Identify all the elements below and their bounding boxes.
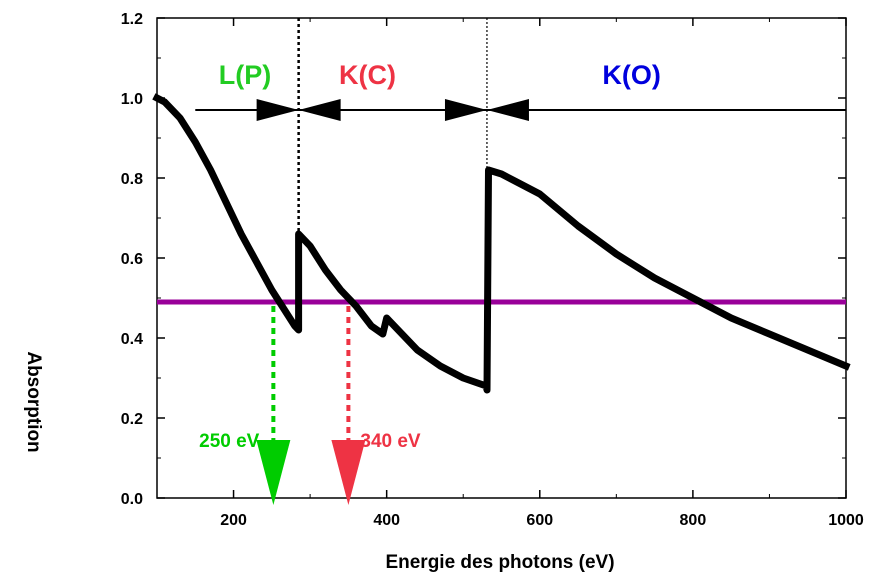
edge-label: L(P) <box>219 60 271 90</box>
y-axis-label: Absorption <box>23 351 44 452</box>
edge-label: K(O) <box>602 60 660 90</box>
range-arrowhead <box>444 99 487 121</box>
x-tick-label: 200 <box>220 512 247 529</box>
axis-ticks: 0.0 0.2 0.4 0.6 0.8 1.0 1.2 200 400 600 800 1000 <box>121 11 864 529</box>
y-tick-label: 0.4 <box>121 331 143 348</box>
range-arrowhead <box>486 99 529 121</box>
range-arrowhead <box>298 99 341 121</box>
marker-arrowhead <box>331 440 366 505</box>
plot-frame <box>156 17 847 499</box>
range-arrowhead <box>256 99 299 121</box>
y-tick-label: 0.2 <box>121 411 143 428</box>
marker-label: 250 eV <box>199 431 260 452</box>
x-tick-label: 400 <box>373 512 400 529</box>
y-tick-label: 1.2 <box>121 11 143 28</box>
x-tick-label: 800 <box>680 512 707 529</box>
y-tick-label: 0.8 <box>121 171 143 188</box>
x-tick-label: 600 <box>526 512 553 529</box>
curve-layer <box>152 93 851 394</box>
y-tick-label: 1.0 <box>121 91 143 108</box>
y-tick-label: 0.0 <box>121 491 143 508</box>
marker-label: 340 eV <box>360 431 421 452</box>
plot-border <box>156 17 847 499</box>
x-axis-label: Energie des photons (eV) <box>385 552 614 573</box>
edge-label: K(C) <box>339 60 396 90</box>
annotations: L(P) K(C) K(O) 250 eV 340 eV <box>157 18 846 505</box>
y-tick-label: 0.6 <box>121 251 143 268</box>
marker-arrowhead <box>256 440 291 505</box>
x-tick-label: 1000 <box>828 512 864 529</box>
absorption-curve <box>152 93 851 394</box>
